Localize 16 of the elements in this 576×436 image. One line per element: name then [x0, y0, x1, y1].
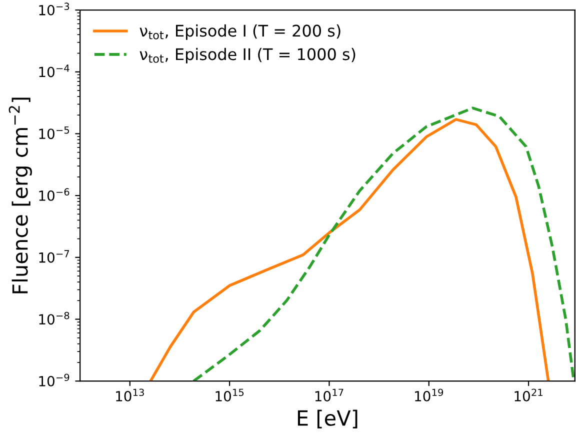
y-tick-label: 10$^{−6}$: [39, 188, 70, 201]
y-tick-label: 10$^{−3}$: [39, 2, 70, 16]
x-tick-label: 10$^{21}$: [514, 388, 542, 402]
x-tick-label: 10$^{17}$: [315, 388, 344, 402]
x-tick-label: 10$^{13}$: [116, 388, 144, 402]
y-tick-label: 10$^{−7}$: [39, 250, 70, 263]
x-tick-label: 10$^{15}$: [216, 388, 244, 402]
y-tick-label: 10$^{−9}$: [39, 374, 70, 386]
y-tick-label: 10$^{−4}$: [39, 64, 70, 78]
legend-label: ν$_{tot}$, Episode I (T = 200 s): [140, 24, 340, 40]
y-tick-label: 10$^{−8}$: [39, 312, 70, 325]
legend-label: ν$_{tot}$, Episode II (T = 1000 s): [140, 48, 356, 64]
x-axis-title: E [eV]: [298, 410, 358, 428]
y-axis-title: Fluence [erg cm$^{−2}$]: [8, 98, 32, 294]
y-tick-label: 10$^{−5}$: [39, 126, 69, 140]
x-tick-label: 10$^{19}$: [415, 388, 444, 402]
